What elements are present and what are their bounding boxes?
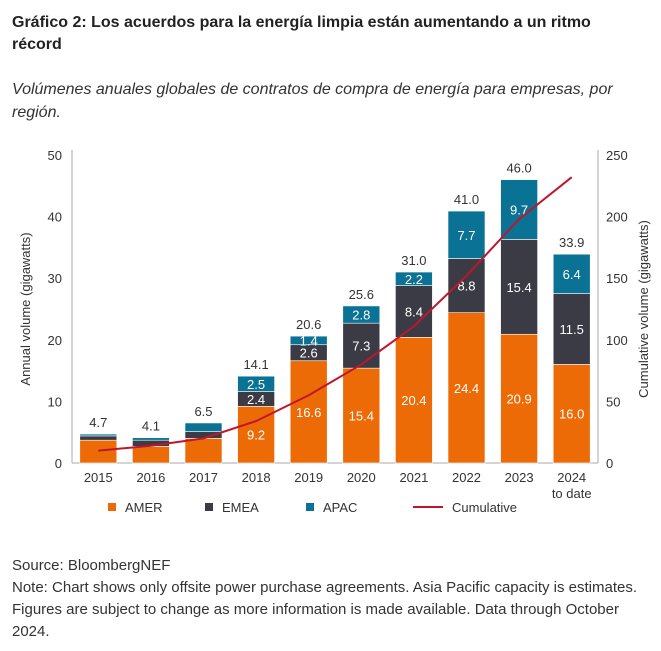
y-tick-label: 40 xyxy=(48,210,62,225)
y-tick-label: 30 xyxy=(48,271,62,286)
bar-apac xyxy=(552,253,591,294)
bar-value-label: 20.9 xyxy=(506,392,531,407)
bar-emea xyxy=(395,285,433,338)
legend-label: Cumulative xyxy=(452,500,517,515)
bar-apac xyxy=(447,210,486,259)
bar-value-label: 24.4 xyxy=(454,381,479,396)
y2-tick-label: 0 xyxy=(606,456,613,471)
bar-value-label: 16.6 xyxy=(296,405,321,420)
x-tick-label: 2020 xyxy=(347,470,376,485)
x-tick-label: 2021 xyxy=(399,470,428,485)
bar-value-label: 2.5 xyxy=(247,377,265,392)
bar-value-label: 20.4 xyxy=(401,393,426,408)
y-tick-label: 0 xyxy=(55,456,62,471)
x-tick-label: 2015 xyxy=(84,470,113,485)
legend-swatch-apac xyxy=(306,503,314,511)
bar-value-label: 1.4 xyxy=(300,333,318,348)
bar-value-label: 15.4 xyxy=(506,280,531,295)
bar-value-label: 16.0 xyxy=(559,407,584,422)
bar-value-label: 6.4 xyxy=(563,267,581,282)
bar-value-label: 7.7 xyxy=(457,228,475,243)
x-tick-label: 2024 xyxy=(557,470,586,485)
y2-tick-label: 200 xyxy=(606,210,628,225)
bar-apac xyxy=(132,437,170,441)
bar-emea xyxy=(500,239,538,335)
bar-value-label: 9.7 xyxy=(510,203,528,218)
y2-tick-label: 50 xyxy=(606,394,620,409)
bar-apac xyxy=(395,271,433,286)
y-tick-label: 50 xyxy=(48,148,62,163)
x-tick-label: 2017 xyxy=(189,470,218,485)
legend-swatch-emea xyxy=(205,503,213,511)
bar-total-label: 31.0 xyxy=(401,253,426,268)
bar-amer xyxy=(500,333,538,464)
x-tick-label: to date xyxy=(552,486,592,501)
chart-subtitle: Volúmenes anuales globales de contratos … xyxy=(12,81,613,121)
bar-apac xyxy=(184,422,223,432)
legend-label: EMEA xyxy=(222,500,259,515)
bar-amer xyxy=(552,364,591,464)
y2-tick-label: 150 xyxy=(606,271,628,286)
bar-value-label: 2.2 xyxy=(405,272,423,287)
bar-amer xyxy=(184,438,223,464)
bar-amer xyxy=(132,446,170,464)
x-tick-label: 2018 xyxy=(242,470,271,485)
bar-value-label: 9.2 xyxy=(247,428,265,443)
bar-total-label: 46.0 xyxy=(506,161,531,176)
bar-emea xyxy=(342,322,381,369)
legend-label: AMER xyxy=(125,500,163,515)
bar-apac xyxy=(289,335,328,346)
bar-value-label: 11.5 xyxy=(560,322,584,337)
x-tick-label: 2016 xyxy=(136,470,165,485)
bar-value-label: 8.8 xyxy=(457,279,475,294)
bar-value-label: 15.4 xyxy=(349,409,374,424)
y2-tick-label: 100 xyxy=(606,333,628,348)
cumulative-line xyxy=(98,176,573,452)
bar-amer xyxy=(447,312,486,464)
bar-value-label: 2.6 xyxy=(300,346,318,361)
x-tick-label: 2022 xyxy=(452,470,481,485)
bar-apac xyxy=(79,433,118,437)
bar-apac xyxy=(342,305,381,324)
bar-apac xyxy=(237,375,275,392)
y2-axis-label: Cumulative volume (gigawatts) xyxy=(636,220,651,398)
bar-emea xyxy=(79,435,118,441)
bar-total-label: 4.7 xyxy=(89,415,107,430)
bar-total-label: 20.6 xyxy=(296,317,321,332)
bar-emea xyxy=(447,258,486,313)
chart: 0 10 20 30 40 50 0 50 100 150 200 250 Annual volume … xyxy=(18,148,651,515)
y-tick-label: 20 xyxy=(48,333,62,348)
y-axis-label: Annual volume (gigawatts) xyxy=(18,232,33,385)
bar-value-label: 7.3 xyxy=(352,339,370,354)
x-tick-label: 2023 xyxy=(505,470,534,485)
bar-total-label: 25.6 xyxy=(349,287,374,302)
bar-total-label: 4.1 xyxy=(142,419,160,434)
bar-total-label: 6.5 xyxy=(194,404,212,419)
legend-swatch-amer xyxy=(108,503,116,511)
chart-title: Gráfico 2: Los acuerdos para la energía … xyxy=(12,14,591,53)
bar-amer xyxy=(79,439,118,464)
y2-tick-label: 250 xyxy=(606,148,628,163)
source-text: Source: BloombergNEF xyxy=(12,557,171,574)
bar-total-label: 41.0 xyxy=(454,192,479,207)
bar-value-label: 2.8 xyxy=(352,308,370,323)
bar-total-label: 14.1 xyxy=(243,357,268,372)
x-tick-label: 2019 xyxy=(294,470,323,485)
y-tick-label: 10 xyxy=(48,394,62,409)
bar-amer xyxy=(395,337,433,464)
bar-total-label: 33.9 xyxy=(559,235,584,250)
note-text: Note: Chart shows only offsite power pur… xyxy=(12,579,638,640)
legend-label: APAC xyxy=(323,500,357,515)
bar-value-label: 2.4 xyxy=(247,392,265,407)
bar-amer xyxy=(289,360,328,464)
bar-value-label: 8.4 xyxy=(405,304,423,319)
footer: Source: BloombergNEF Note: Chart shows o… xyxy=(12,555,652,643)
